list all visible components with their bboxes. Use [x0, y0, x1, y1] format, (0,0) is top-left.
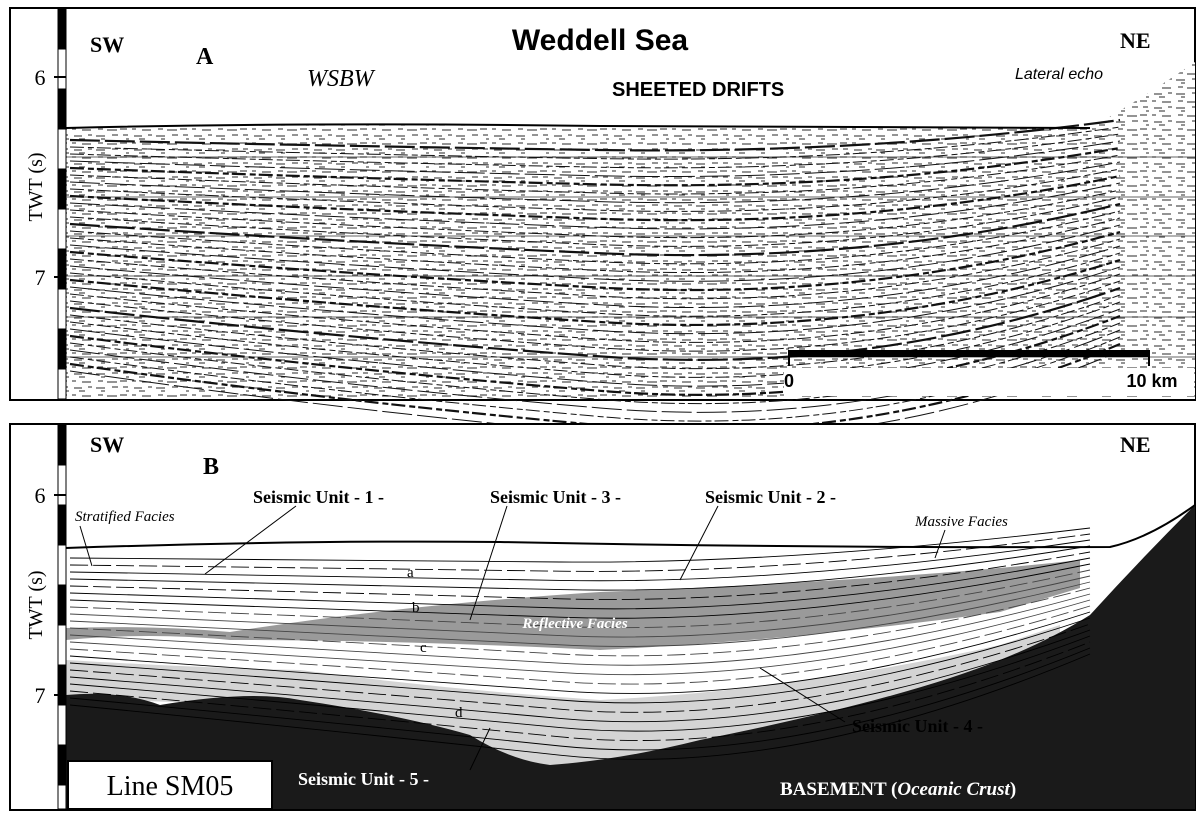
axis-segment	[58, 49, 66, 89]
tick-label: 7	[35, 265, 46, 290]
basement-label: BASEMENT (Oceanic Crust)	[780, 779, 1016, 800]
reflective-facies: Reflective Facies	[521, 616, 628, 632]
panel-label: B	[203, 454, 219, 480]
tick-label: 7	[35, 683, 46, 708]
axis-segment	[58, 505, 66, 545]
unit-label: Seismic Unit - 2 -	[705, 487, 836, 507]
axis-segment	[58, 585, 66, 625]
panel-b: SW B NE Stratified Facies Seismic Unit -…	[10, 424, 1195, 810]
axis-segment	[58, 705, 66, 745]
axis-segment	[58, 785, 66, 809]
drift-label: SHEETED DRIFTS	[612, 79, 784, 101]
axis-segment	[58, 545, 66, 585]
axis-segment	[58, 329, 66, 369]
axis-segment	[58, 249, 66, 289]
scale-end: 10 km	[1126, 371, 1177, 391]
stratified-facies: Stratified Facies	[75, 509, 175, 525]
horizon: c	[420, 640, 427, 656]
panel-title: Weddell Sea	[512, 24, 688, 57]
tick-label: 6	[35, 65, 46, 90]
axis-segment	[58, 209, 66, 249]
axis-segment	[58, 89, 66, 129]
unit-label: Seismic Unit - 5 -	[298, 769, 429, 789]
axis-label: TWT (s)	[25, 570, 47, 639]
scale-bar	[788, 350, 1150, 357]
water-mass: WSBW	[307, 66, 376, 92]
axis-segment	[58, 169, 66, 209]
echo-label: Lateral echo	[1015, 66, 1103, 83]
unit-label: Seismic Unit - 3 -	[490, 487, 621, 507]
panel-label: A	[196, 44, 214, 70]
unit-label: Seismic Unit - 1 -	[253, 487, 384, 507]
axis-segment	[58, 289, 66, 329]
horizon: a	[407, 565, 414, 581]
line-name: Line SM05	[107, 771, 234, 802]
axis-segment	[58, 9, 66, 49]
direction-ne: NE	[1120, 28, 1151, 53]
direction-ne: NE	[1120, 432, 1151, 457]
axis-label: TWT (s)	[25, 152, 47, 221]
horizon: d	[455, 705, 463, 721]
axis-segment	[58, 129, 66, 169]
figure: 0 10 km SW A Weddell Sea NE WSBW SHEETED…	[0, 0, 1201, 813]
massive-facies: Massive Facies	[914, 514, 1008, 530]
panel-a: 0 10 km SW A Weddell Sea NE WSBW SHEETED…	[10, 8, 1195, 439]
scale-start: 0	[784, 371, 794, 391]
basement-suffix: )	[1010, 779, 1016, 800]
direction-sw: SW	[90, 32, 124, 57]
axis-segment	[58, 369, 66, 399]
direction-sw: SW	[90, 432, 124, 457]
unit-label: Seismic Unit - 4 -	[852, 716, 983, 736]
basement-prefix: BASEMENT (	[780, 779, 897, 800]
tick-label: 6	[35, 483, 46, 508]
axis-segment	[58, 665, 66, 705]
axis-segment	[58, 745, 66, 785]
basement-italic: Oceanic Crust	[897, 779, 1010, 800]
axis-segment	[58, 425, 66, 465]
horizon: b	[412, 600, 420, 616]
axis-segment	[58, 625, 66, 665]
axis-segment	[58, 465, 66, 505]
